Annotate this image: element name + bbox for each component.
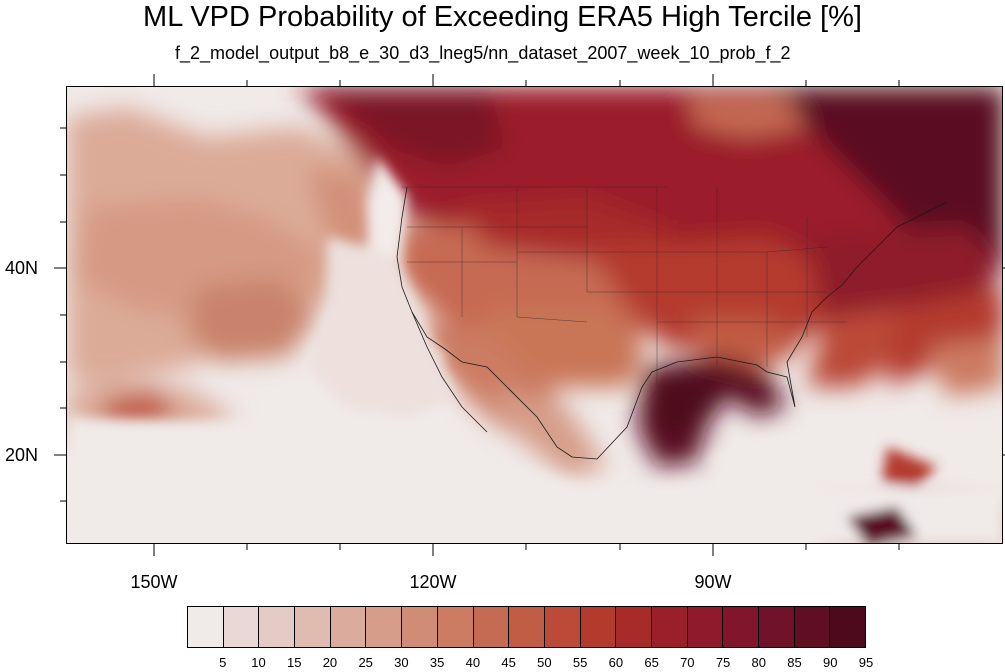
colorbar-label: 75	[715, 655, 731, 670]
colorbar-swatch	[759, 607, 795, 647]
colorbar-swatch	[188, 607, 224, 647]
colorbar-label: 45	[501, 655, 516, 670]
colorbar-label: 40	[465, 655, 481, 670]
colorbar-label: 50	[537, 655, 552, 670]
colorbar-label: 65	[644, 655, 659, 670]
colorbar-label: 35	[429, 655, 445, 670]
lat-label-40n: 40N	[4, 258, 38, 278]
colorbar-label: 5	[219, 655, 227, 670]
coastlines	[396, 186, 948, 460]
colorbar-swatch	[330, 607, 367, 647]
probability-map	[67, 87, 1002, 543]
lon-label-90w: 90W	[694, 572, 732, 592]
colorbar-swatch	[651, 607, 688, 647]
colorbar-label: 85	[787, 655, 802, 670]
lon-label-120w: 120W	[409, 572, 457, 592]
map-subtitle: f_2_model_output_b8_e_30_d3_lneg5/nn_dat…	[175, 43, 791, 63]
colorbar-swatch	[473, 607, 510, 647]
colorbar-label: 60	[608, 655, 624, 670]
colorbar-label: 95	[858, 655, 874, 670]
colorbar-label: 55	[572, 655, 588, 670]
colorbar-label: 15	[286, 655, 302, 670]
colorbar-swatch	[437, 607, 474, 647]
colorbar-swatch	[509, 607, 545, 647]
map-plot-area	[66, 86, 1003, 544]
colorbar-swatch	[295, 607, 331, 647]
state-borders	[402, 186, 847, 387]
lon-label-150w: 150W	[130, 572, 178, 592]
colorbar-swatch	[616, 607, 652, 647]
colorbar-swatch	[580, 607, 617, 647]
colorbar-swatch	[259, 607, 296, 647]
colorbar-swatch	[366, 607, 403, 647]
colorbar-swatch	[687, 607, 724, 647]
colorbar-label: 25	[358, 655, 373, 670]
colorbar-label: 80	[751, 655, 767, 670]
colorbar	[187, 606, 866, 648]
colorbar-swatch	[830, 607, 866, 647]
colorbar-label: 70	[680, 655, 695, 670]
colorbar-label: 10	[251, 655, 266, 670]
lat-label-20n: 20N	[4, 445, 38, 465]
colorbar-swatch	[402, 607, 438, 647]
colorbar-swatch	[723, 607, 759, 647]
colorbar-label: 90	[823, 655, 838, 670]
colorbar-label: 20	[322, 655, 338, 670]
map-title: ML VPD Probability of Exceeding ERA5 Hig…	[143, 1, 862, 33]
colorbar-swatch	[223, 607, 260, 647]
colorbar-swatch	[794, 607, 831, 647]
colorbar-swatch	[544, 607, 581, 647]
colorbar-label: 30	[394, 655, 409, 670]
